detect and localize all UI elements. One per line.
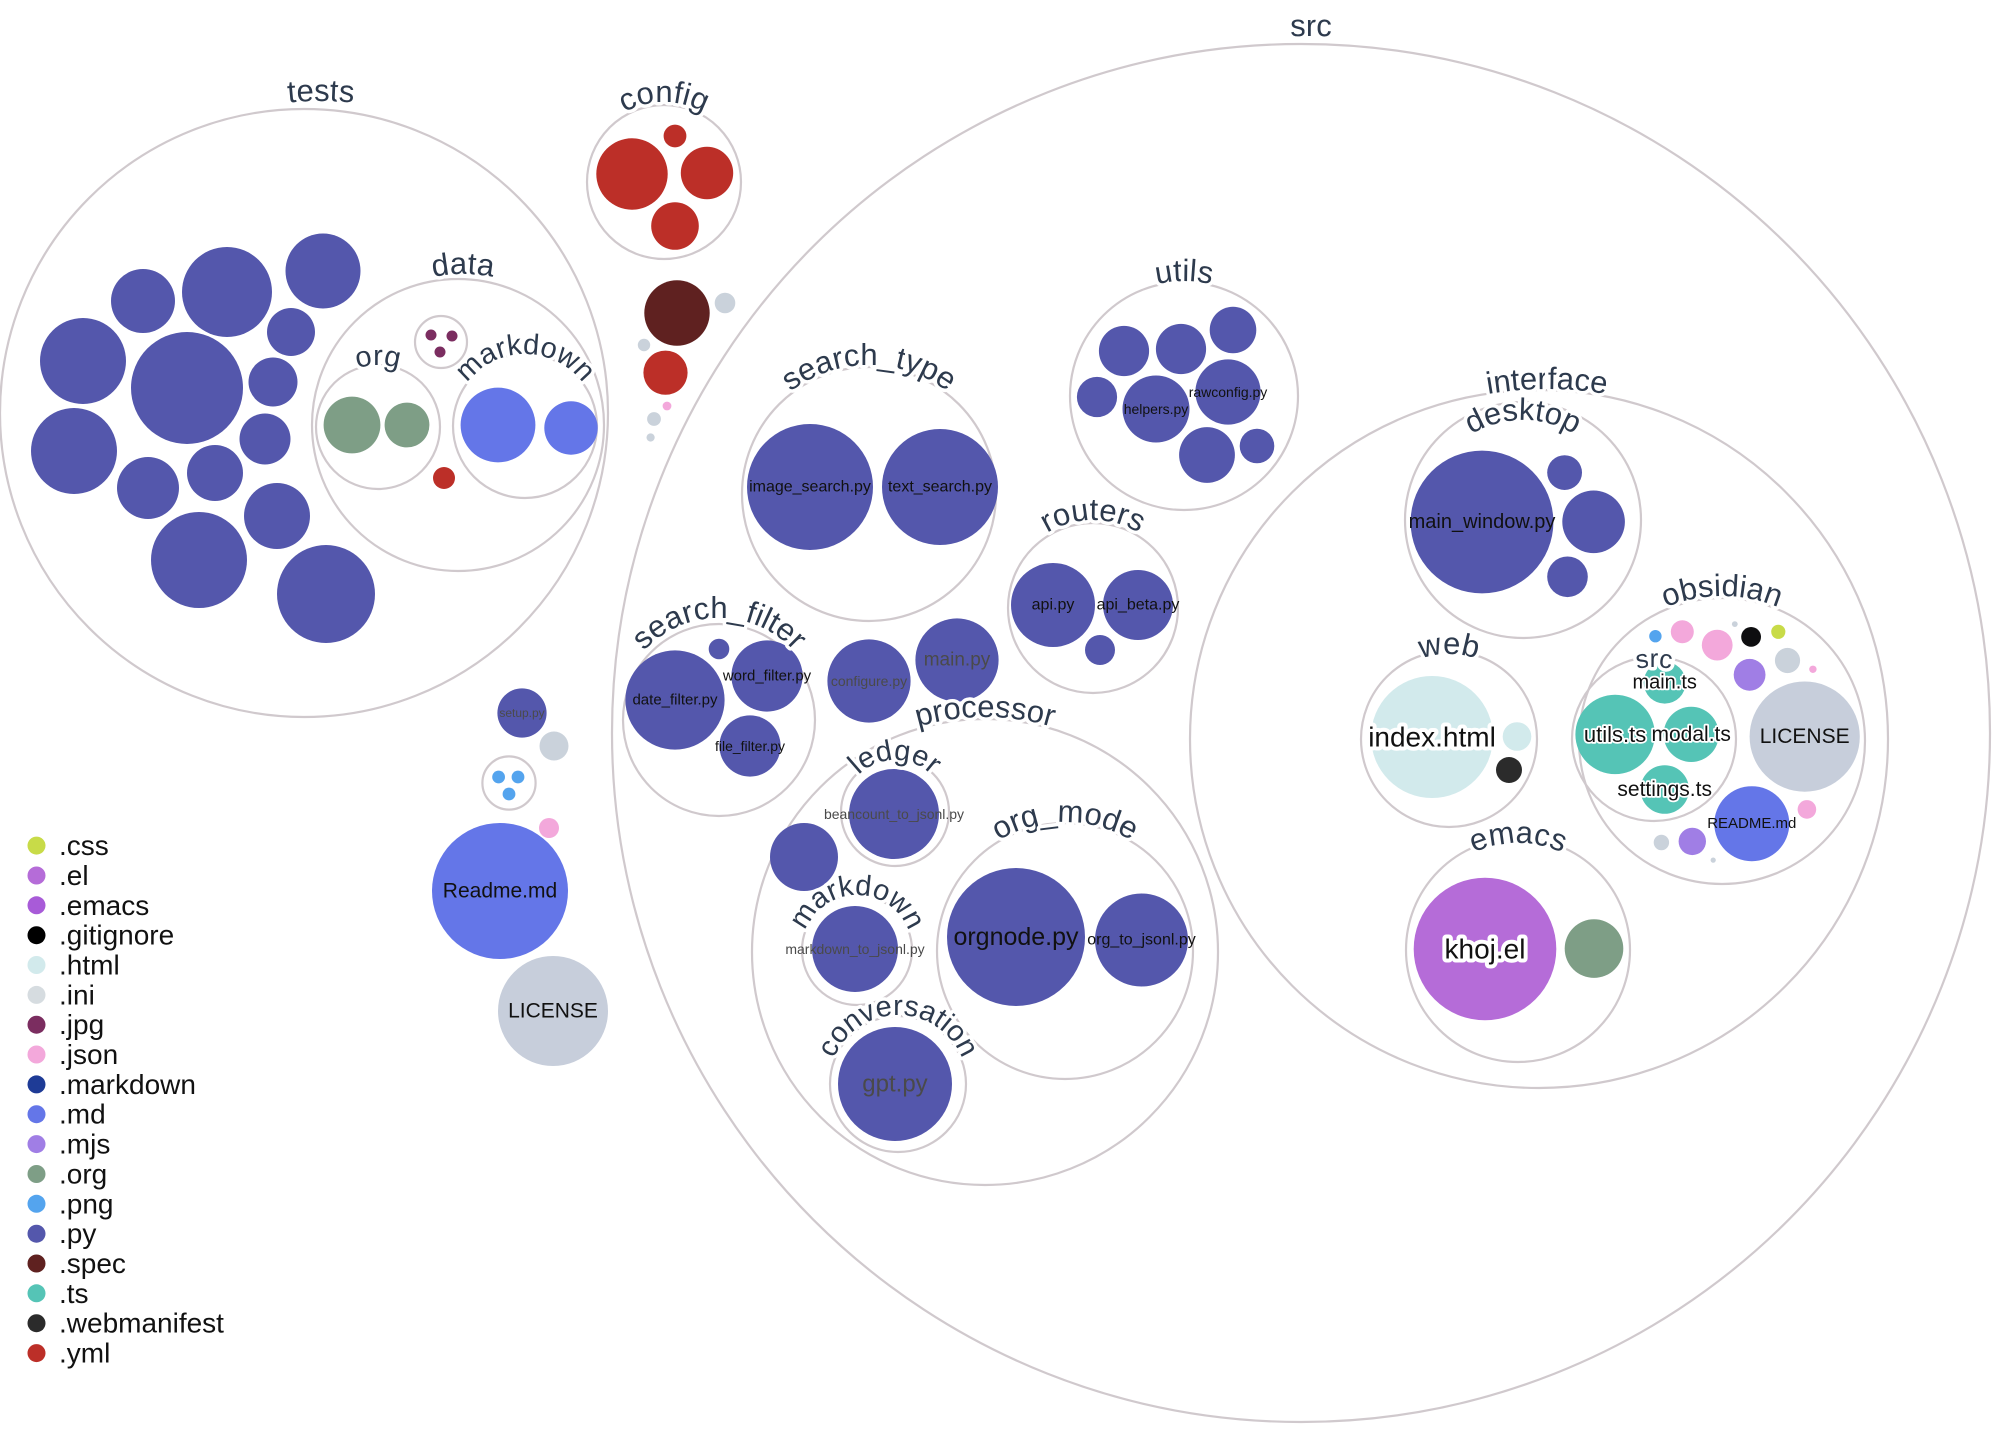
svg-text:helpers.py: helpers.py [1124, 401, 1189, 417]
svg-text:word_filter.py: word_filter.py [722, 668, 812, 685]
svg-text:tests: tests [286, 73, 356, 110]
svg-text:LICENSE: LICENSE [508, 1000, 598, 1023]
svg-text:.md: .md [59, 1099, 106, 1130]
svg-text:main_window.py: main_window.py [1409, 511, 1556, 533]
svg-text:.el: .el [59, 860, 89, 891]
svg-text:.png: .png [59, 1188, 114, 1219]
svg-text:date_filter.py: date_filter.py [632, 692, 718, 709]
svg-text:.py: .py [59, 1218, 96, 1249]
svg-text:.ts: .ts [59, 1278, 89, 1309]
svg-text:src: src [1633, 643, 1675, 675]
svg-text:.markdown: .markdown [59, 1069, 196, 1100]
svg-text:.json: .json [59, 1039, 118, 1070]
svg-text:main.py: main.py [924, 650, 991, 671]
svg-text:LICENSE: LICENSE [1760, 725, 1850, 748]
svg-text:orgnode.py: orgnode.py [953, 923, 1079, 951]
svg-text:.html: .html [59, 950, 120, 981]
svg-text:gpt.py: gpt.py [862, 1071, 927, 1098]
svg-text:configure.py: configure.py [831, 673, 907, 689]
svg-text:.spec: .spec [59, 1248, 126, 1279]
svg-text:api.py: api.py [1032, 597, 1075, 614]
svg-text:src: src [1290, 8, 1332, 43]
svg-text:org: org [352, 340, 404, 375]
svg-text:Readme.md: Readme.md [443, 880, 557, 903]
svg-text:.org: .org [59, 1159, 107, 1190]
svg-text:utils: utils [1152, 253, 1216, 291]
svg-text:README.md: README.md [1707, 815, 1796, 832]
svg-text:.gitignore: .gitignore [59, 920, 174, 951]
svg-text:setup.py: setup.py [499, 706, 544, 720]
svg-text:.ini: .ini [59, 979, 95, 1010]
svg-text:rawconfig.py: rawconfig.py [1189, 384, 1268, 400]
svg-text:.jpg: .jpg [59, 1009, 104, 1040]
svg-text:modal.ts: modal.ts [1652, 723, 1731, 746]
svg-text:web: web [1414, 626, 1483, 665]
svg-text:file_filter.py: file_filter.py [715, 738, 785, 754]
svg-text:settings.ts: settings.ts [1617, 778, 1712, 801]
svg-text:index.html: index.html [1368, 722, 1496, 753]
svg-text:beancount_to_jsonl.py: beancount_to_jsonl.py [824, 806, 964, 822]
svg-text:.css: .css [59, 830, 109, 861]
svg-text:.yml: .yml [59, 1338, 110, 1369]
svg-text:.emacs: .emacs [59, 890, 149, 921]
svg-text:main.ts: main.ts [1632, 672, 1696, 694]
svg-text:.mjs: .mjs [59, 1129, 110, 1160]
svg-text:khoj.el: khoj.el [1445, 934, 1526, 965]
svg-text:org_to_jsonl.py: org_to_jsonl.py [1087, 932, 1196, 949]
svg-text:markdown_to_jsonl.py: markdown_to_jsonl.py [785, 941, 924, 957]
svg-text:text_search.py: text_search.py [888, 479, 992, 496]
svg-text:image_search.py: image_search.py [749, 479, 871, 496]
svg-text:data: data [429, 246, 498, 284]
svg-text:api_beta.py: api_beta.py [1097, 597, 1180, 614]
svg-text:utils.ts: utils.ts [1584, 722, 1646, 747]
svg-text:.webmanifest: .webmanifest [59, 1308, 224, 1339]
